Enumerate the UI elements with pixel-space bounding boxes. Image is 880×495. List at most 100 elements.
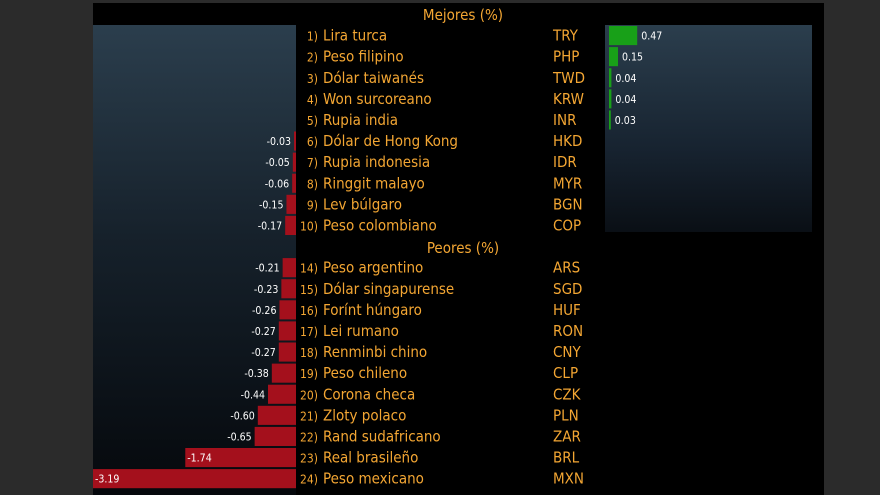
- currency-name: Peso filipino: [323, 48, 404, 66]
- currency-code: MXN: [553, 470, 584, 488]
- rank-label: 10): [300, 219, 318, 233]
- value-label: -0.23: [254, 284, 278, 296]
- value-label: -0.03: [267, 136, 291, 148]
- value-label: -0.60: [230, 410, 254, 422]
- currency-code: HUF: [553, 301, 581, 319]
- currency-code: SGD: [553, 280, 582, 298]
- currency-code: IDR: [553, 153, 577, 171]
- value-label: 0.04: [615, 94, 636, 106]
- bar-negative: [282, 258, 296, 278]
- value-label: -0.21: [255, 263, 279, 275]
- currency-code: CZK: [553, 385, 582, 403]
- currency-name: Dólar singapurense: [323, 280, 454, 298]
- rank-label: 2): [307, 51, 318, 65]
- rank-label: 8): [307, 177, 318, 191]
- currency-name: Dólar de Hong Kong: [323, 132, 458, 150]
- rank-label: 20): [300, 388, 318, 402]
- bar-positive: [609, 89, 612, 109]
- currency-name: Won surcoreano: [323, 90, 432, 108]
- chart-frame: Mejores (%) 0.47 1) Lira turca TRY 0.15 2) Peso…: [93, 3, 824, 495]
- rank-label: 17): [300, 325, 318, 339]
- bar-negative: [254, 426, 296, 446]
- bar-negative: [278, 321, 296, 341]
- bar-positive: [609, 110, 611, 130]
- bar-negative: [281, 279, 296, 299]
- currency-name: Peso colombiano: [323, 216, 437, 234]
- value-label: -0.44: [241, 389, 265, 401]
- currency-code: COP: [553, 216, 581, 234]
- rank-label: 22): [300, 430, 318, 444]
- rank-label: 18): [300, 346, 318, 360]
- rank-label: 19): [300, 367, 318, 381]
- currency-code: TRY: [552, 27, 579, 45]
- currency-code: CLP: [553, 364, 578, 382]
- currency-code: BRL: [553, 449, 580, 467]
- bar-negative: [286, 194, 296, 214]
- rank-label: 23): [300, 452, 318, 466]
- bar-positive: [609, 47, 618, 67]
- currency-name: Peso mexicano: [323, 470, 424, 488]
- currency-code: KRW: [553, 90, 584, 108]
- value-label: -0.27: [251, 347, 275, 359]
- currency-name: Lei rumano: [323, 322, 399, 340]
- currency-code: HKD: [553, 132, 582, 150]
- value-label: 0.04: [615, 73, 636, 85]
- bar-negative: [279, 300, 296, 320]
- currency-code: INR: [553, 111, 576, 129]
- currency-name: Ringgit malayo: [323, 174, 425, 192]
- bar-negative: [294, 131, 296, 151]
- rank-label: 14): [300, 262, 318, 276]
- currency-name: Peso chileno: [323, 364, 407, 382]
- section-title: Mejores (%): [423, 6, 503, 24]
- bar-negative: [185, 448, 296, 468]
- bar-negative: [292, 152, 296, 172]
- rank-label: 9): [307, 198, 318, 212]
- value-label: 0.47: [641, 31, 662, 43]
- bar-negative: [278, 342, 296, 362]
- currency-code: PHP: [553, 48, 579, 66]
- value-label: -0.65: [227, 431, 251, 443]
- value-label: -0.38: [244, 368, 268, 380]
- currency-code: RON: [553, 322, 583, 340]
- value-label: 0.15: [622, 52, 643, 64]
- value-label: -1.74: [187, 453, 211, 465]
- rank-label: 1): [307, 30, 318, 44]
- rank-label: 3): [307, 72, 318, 86]
- bar-negative: [292, 173, 296, 193]
- bar-negative: [271, 363, 296, 383]
- currency-name: Real brasileño: [323, 449, 418, 467]
- currency-code: ARS: [553, 259, 580, 277]
- rank-label: 24): [300, 473, 318, 487]
- currency-name: Renminbi chino: [323, 343, 427, 361]
- rank-label: 7): [307, 156, 318, 170]
- currency-name: Peso argentino: [323, 259, 423, 277]
- currency-name: Rupia india: [323, 111, 398, 129]
- currency-name: Dólar taiwanés: [323, 69, 424, 87]
- rank-label: 5): [307, 114, 318, 128]
- section-title: Peores (%): [427, 239, 499, 257]
- currency-name: Forínt húngaro: [323, 301, 422, 319]
- value-label: 0.03: [615, 115, 636, 127]
- value-label: -0.17: [258, 220, 282, 232]
- value-label: -0.27: [251, 326, 275, 338]
- value-label: -0.05: [265, 157, 289, 169]
- bar-negative: [257, 405, 296, 425]
- currency-performance-chart: Mejores (%) 0.47 1) Lira turca TRY 0.15 2) Peso…: [93, 6, 662, 489]
- rank-label: 16): [300, 304, 318, 318]
- currency-code: PLN: [553, 406, 579, 424]
- bar-positive: [609, 26, 638, 46]
- bar-negative: [285, 215, 296, 235]
- currency-name: Rupia indonesia: [323, 153, 430, 171]
- value-label: -0.26: [252, 305, 276, 317]
- currency-name: Lira turca: [323, 27, 387, 45]
- rank-label: 4): [307, 93, 318, 107]
- currency-code: ZAR: [553, 427, 581, 445]
- currency-name: Corona checa: [323, 385, 415, 403]
- currency-name: Zloty polaco: [323, 406, 406, 424]
- currency-name: Lev búlgaro: [323, 195, 402, 213]
- bar-positive: [609, 68, 612, 88]
- rank-label: 6): [307, 135, 318, 149]
- rank-label: 21): [300, 409, 318, 423]
- currency-code: MYR: [553, 174, 582, 192]
- value-label: -3.19: [95, 474, 119, 486]
